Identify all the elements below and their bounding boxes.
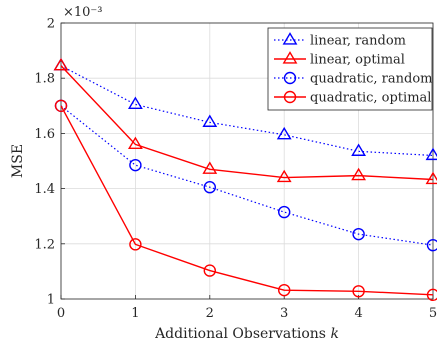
x-tick-label: 1 [131, 306, 139, 321]
legend-item: linear, optimal [274, 51, 405, 68]
series-linear-optimal [53, 57, 437, 185]
y-tick-label: 1.2 [34, 237, 55, 252]
legend-marker [282, 51, 298, 64]
series-line [60, 105, 434, 296]
data-point-marker [426, 288, 437, 302]
x-axis-label: Additional Observations k [154, 326, 339, 342]
legend-label: quadratic, random [310, 72, 432, 87]
y-tick-label: 1.6 [34, 127, 55, 142]
legend-item: linear, random [274, 32, 406, 49]
legend-item: quadratic, optimal [274, 91, 431, 106]
data-point-marker [127, 96, 143, 110]
series-line [60, 65, 434, 157]
series-line [60, 65, 434, 181]
data-point-marker [54, 99, 68, 113]
plot-area [60, 22, 434, 300]
data-point-marker [203, 264, 217, 277]
y-tick-label: 1.4 [34, 182, 55, 197]
data-point-marker [202, 114, 218, 127]
data-point-marker [129, 238, 142, 251]
legend-label: linear, random [310, 34, 406, 49]
data-point-marker [276, 169, 292, 183]
legend-marker [282, 32, 298, 45]
data-point-marker [203, 181, 217, 194]
data-point-marker [352, 227, 365, 241]
series-linear-random [53, 57, 437, 161]
data-point-marker [426, 238, 437, 252]
x-tick-label: 0 [57, 306, 65, 321]
data-point-marker [425, 147, 437, 161]
y-tick-label: 1 [47, 293, 55, 308]
data-point-marker [53, 57, 69, 71]
x-tick-label: 5 [429, 306, 437, 321]
y-tick-label: 2 [47, 17, 55, 32]
x-tick-label: 4 [354, 306, 362, 321]
data-point-marker [425, 171, 437, 185]
data-point-marker [129, 158, 142, 172]
y-axis-label: MSE [10, 144, 26, 178]
legend-label: quadratic, optimal [310, 91, 431, 106]
data-point-marker [276, 126, 292, 140]
data-point-marker [202, 161, 218, 174]
y-axis-multiplier: ×10⁻³ [63, 5, 103, 20]
series-quadratic-optimal [54, 99, 437, 302]
data-point-marker [352, 285, 365, 298]
data-point-marker [278, 283, 291, 297]
legend: linear, random linear, optimal quadratic, … [267, 27, 432, 111]
data-point-marker [127, 136, 143, 150]
axis-ticks: 0 1 2 3 4 511.21.41.61.82 [34, 17, 437, 322]
data-point-marker [351, 143, 367, 156]
y-tick-label: 1.8 [34, 72, 55, 87]
x-tick-label: 2 [206, 306, 214, 321]
legend-label: linear, optimal [310, 53, 405, 68]
legend-item: quadratic, random [274, 72, 432, 87]
data-point-marker [278, 205, 291, 219]
legend-marker [283, 71, 297, 85]
series-line [60, 105, 434, 246]
x-tick-label: 3 [280, 306, 288, 321]
legend-marker [283, 90, 297, 104]
series-quadratic-random [54, 99, 437, 252]
data-point-marker [351, 167, 367, 181]
series-group [53, 57, 437, 302]
